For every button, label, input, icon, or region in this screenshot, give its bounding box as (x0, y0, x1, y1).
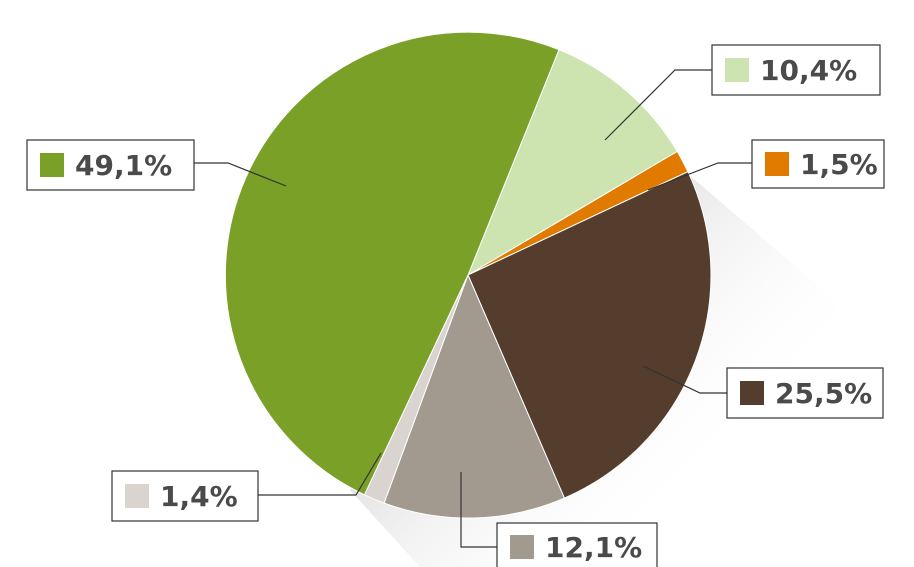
legend-swatch-2 (765, 152, 789, 176)
legend-swatch-3 (740, 381, 764, 405)
pie-slice-6 (224, 31, 560, 496)
leader-line-1 (604, 69, 712, 141)
pie-slice-4 (383, 273, 566, 519)
slice-label-6: 49,1% (75, 149, 172, 182)
slice-label-3: 25,5% (775, 377, 872, 410)
legend-swatch-6 (40, 153, 64, 177)
pie-slice-1 (466, 49, 678, 277)
leader-line-4 (460, 472, 497, 548)
legend-swatch-5 (125, 484, 149, 508)
leader-line-6 (194, 162, 287, 187)
slice-label-1: 10,4% (760, 54, 857, 87)
slice-label-4: 12,1% (545, 531, 642, 564)
pie-slice-3 (467, 171, 712, 499)
slice-label-2: 1,5% (800, 148, 878, 181)
slice-label-5: 1,4% (160, 480, 238, 513)
leader-line-2 (647, 162, 752, 191)
leader-line-3 (642, 365, 727, 394)
legend-swatch-1 (725, 58, 749, 82)
leader-line-5 (258, 452, 382, 496)
legend-swatch-4 (510, 535, 534, 559)
